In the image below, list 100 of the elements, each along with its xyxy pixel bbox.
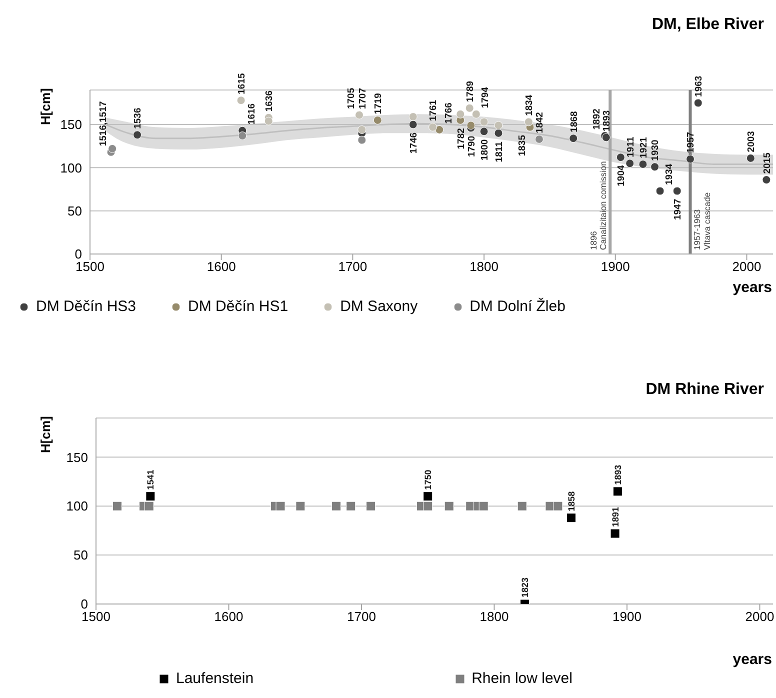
x-tick-label: 1600 [214,609,244,624]
annotation: 1911 [625,136,636,158]
x-tick-label: 1500 [76,259,104,274]
point [238,131,247,140]
point [296,501,306,511]
point [108,144,117,153]
point [569,134,578,143]
point [616,153,625,162]
point [480,118,488,126]
point [480,127,488,136]
point [236,96,246,105]
annotation: 1930 [650,140,662,161]
chart-title: DM, Elbe River [650,15,765,35]
point [144,501,154,511]
point [656,186,664,196]
x-tick-label: 2000 [745,609,774,624]
x-tick-label: 1600 [206,259,236,274]
point [346,501,356,511]
annotation: 1782 [456,128,467,150]
point [472,110,480,118]
point [694,98,702,108]
annotation: 1835 [516,134,528,156]
annotation: 1789 [465,80,476,102]
point [456,110,465,118]
annotation: 1536 [132,108,144,129]
point [650,162,660,172]
point [465,104,474,112]
annotation: 1957 [686,132,697,154]
annotation: 1766 [443,102,454,124]
point [686,154,694,164]
point [626,159,634,168]
point [146,492,156,502]
point [444,501,454,511]
annotation: 1823 [520,577,530,598]
annotation: 1719 [373,93,384,114]
point [276,501,286,511]
legend-label: Rhein low level [472,670,572,687]
annotation: 1707 [357,88,368,110]
point [435,125,444,134]
y-tick-label: 150 [66,450,88,465]
point [466,121,476,130]
point [373,116,382,124]
point [358,125,366,134]
annotation: 1947 [672,198,684,220]
ref-line-label: 1896 Canalizitaion comission [588,160,608,250]
ref-line-label: 1957-1963 Vltava cascade [692,192,712,250]
annotation: 1790 [466,136,478,158]
annotation: 1893 [602,110,613,132]
y-tick-label: 0 [80,596,88,612]
point [553,501,563,511]
point [428,122,438,132]
y-tick-label: 100 [60,160,82,176]
annotation: 1616 [246,103,258,125]
annotation: 1963 [694,76,705,97]
point [423,501,433,511]
x-tick-label: 1900 [612,609,642,624]
x-tick-label: 1800 [470,259,498,274]
annotation: 1800 [479,139,490,160]
point [355,110,364,120]
annotation: 1891 [610,506,620,528]
legend-label: DM Saxony [340,298,418,315]
x-tick-label: 1800 [480,609,509,624]
x-tick-label: 1700 [338,259,368,274]
point [478,501,488,511]
y-tick-label: 100 [66,498,88,514]
annotation: 1842 [534,112,546,134]
point [612,486,622,496]
annotation: 1636 [264,90,276,112]
annotation: 1892 [592,108,603,130]
y-tick-label: 50 [74,548,88,563]
legend-label: DM Děčín HS3 [36,298,136,315]
point [517,501,527,511]
x-axis-title: years [732,279,773,296]
chart-title: DM Rhine River [644,380,765,398]
annotation: 1750 [423,470,434,490]
point [746,154,755,162]
y-tick-label: 50 [68,203,82,218]
point [358,136,366,144]
point [264,116,273,126]
annotation: 1904 [616,164,628,186]
annotation: 1541 [146,470,156,490]
annotation: 1516,1517 [98,101,109,146]
y-axis-title: H[cm] [38,416,54,453]
annotation: 1868 [568,111,580,132]
x-tick-label: 1900 [600,259,630,274]
annotation: 2003 [746,131,758,152]
point [133,130,142,140]
annotation: 1761 [428,99,440,122]
x-axis-title: years [732,650,773,668]
point [534,134,544,144]
point [672,186,682,196]
point [408,112,418,122]
point [762,176,771,184]
y-tick-label: 0 [74,246,82,262]
legend-label: Laufenstein [176,670,254,687]
point [494,121,503,130]
annotation: 1746 [408,132,420,154]
annotation: 1934 [664,163,676,185]
point [408,120,418,129]
annotation: 2015 [762,152,773,174]
